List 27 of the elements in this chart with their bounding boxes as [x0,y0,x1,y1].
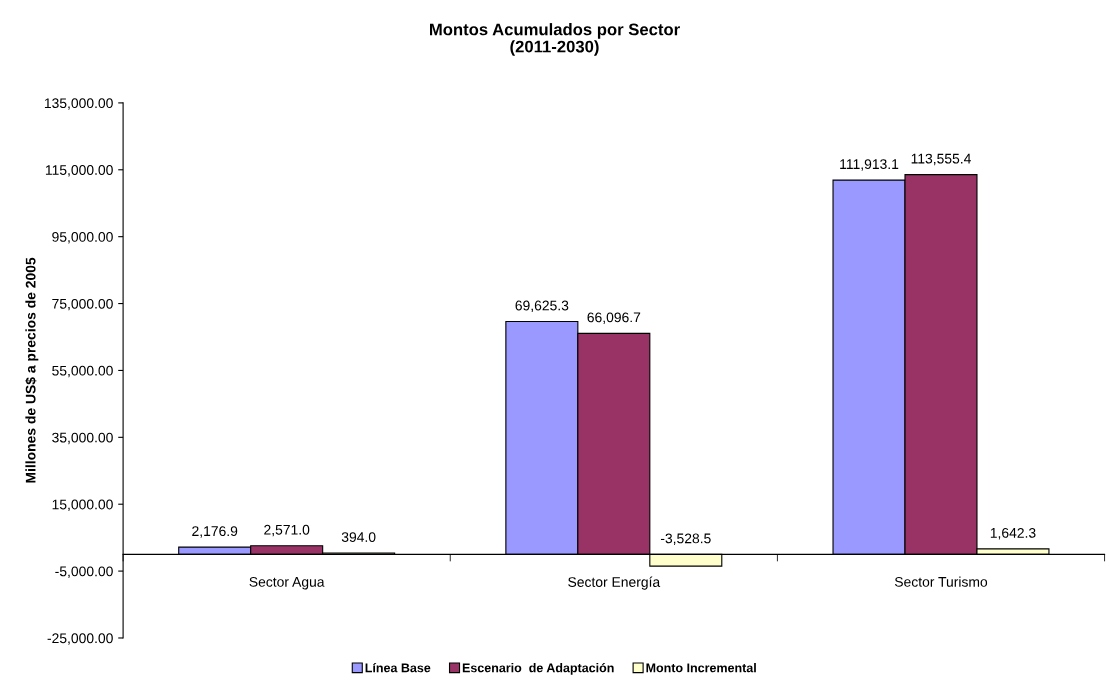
y-tick-label: 135,000.00 [44,98,113,110]
data-label: 69,625.3 [515,300,569,313]
data-label: 2,176.9 [192,526,238,538]
y-axis-title: Millones de US$ a precios de 2005 [25,257,39,483]
y-tick-label: 115,000.00 [45,165,113,177]
y-tick-label: 15,000.00 [52,499,113,512]
y-tick-label: -25,000.00 [47,633,113,645]
chart-title: Montos Acumulados por Sector [430,23,680,39]
data-label: 111,913.1 [840,159,899,171]
y-tick-label: 95,000.00 [52,232,113,244]
data-label: 394.0 [341,532,376,542]
data-label: 66,096.7 [587,312,641,324]
chart-subtitle: (2011-2030) [510,40,599,56]
y-tick-label: -5,000.00 [55,566,113,578]
data-label: 2,571.0 [264,524,310,537]
data-label: -3,528.5 [660,533,711,545]
legend-label: Línea Base [365,662,431,673]
y-tick-label: 75,000.00 [52,298,113,311]
x-tick-label: Sector Agua [249,576,325,590]
legend-label: Escenario de Adaptación [462,662,614,675]
data-label: 1,642.3 [990,527,1036,540]
y-tick-label: 35,000.00 [52,432,113,445]
y-tick-label: 55,000.00 [52,365,113,378]
data-label: 113,555.4 [911,153,971,166]
x-tick-label: Sector Turismo [894,576,988,587]
legend-label: Monto Incremental [646,663,756,673]
x-tick-label: Sector Energía [568,576,661,590]
